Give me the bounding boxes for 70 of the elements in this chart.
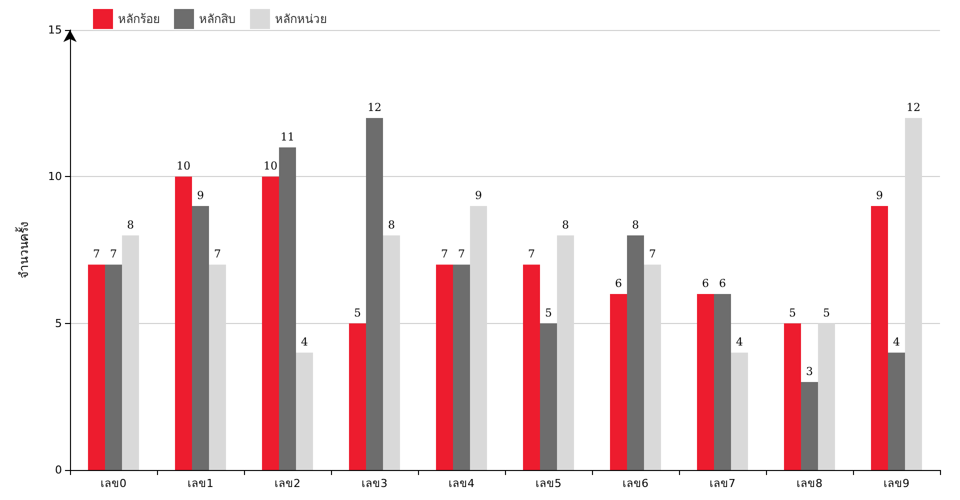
x-tick-label: เลข9	[884, 477, 910, 490]
data-label: 7	[649, 248, 656, 261]
x-tick-label: เลข6	[622, 477, 648, 490]
data-label: 7	[214, 248, 221, 261]
data-label: 5	[823, 306, 830, 320]
bar	[871, 206, 888, 470]
data-label: 10	[176, 160, 190, 173]
bar	[888, 352, 905, 470]
data-label: 8	[562, 218, 569, 232]
x-tick-label: เลข0	[100, 477, 126, 490]
bar	[105, 264, 122, 470]
data-label: 7	[93, 248, 100, 261]
bar	[784, 323, 801, 470]
bar	[175, 176, 192, 470]
data-label: 7	[528, 248, 535, 261]
bar	[523, 264, 540, 470]
data-label: 7	[110, 248, 117, 261]
bar	[801, 382, 818, 470]
bar	[731, 352, 748, 470]
data-label: 5	[789, 306, 796, 320]
data-label: 9	[197, 189, 204, 202]
data-label: 8	[632, 218, 639, 232]
x-tick-label: เลข4	[448, 477, 474, 490]
bar	[279, 147, 296, 470]
bar	[610, 294, 627, 470]
legend-label: หลักสิบ	[199, 12, 236, 26]
data-label: 4	[736, 336, 743, 349]
data-label: 10	[264, 160, 278, 173]
data-label: 4	[301, 336, 308, 349]
data-label: 8	[127, 218, 134, 232]
bar	[436, 264, 453, 470]
data-label: 5	[354, 306, 361, 320]
data-label: 3	[806, 365, 813, 378]
data-label: 6	[719, 277, 726, 290]
y-tick-label: 15	[48, 24, 62, 36]
data-label: 8	[388, 218, 395, 232]
bar	[262, 176, 279, 470]
data-label: 6	[615, 277, 622, 290]
data-label: 12	[906, 101, 920, 114]
x-tick-label: เลข2	[274, 477, 300, 490]
legend-label: หลักร้อย	[118, 12, 160, 26]
bar	[453, 264, 470, 470]
bar	[697, 294, 714, 470]
bar	[714, 294, 731, 470]
y-tick-label: 5	[55, 316, 62, 330]
bar	[366, 118, 383, 470]
bar	[540, 323, 557, 470]
bar	[349, 323, 366, 470]
x-tick-label: เลข7	[710, 477, 736, 490]
data-label: 11	[280, 130, 294, 144]
data-label: 6	[702, 277, 709, 290]
y-axis-title: จำนวนครั้ง	[15, 222, 31, 278]
bar	[88, 264, 105, 470]
legend-label: หลักหน่วย	[275, 12, 327, 26]
x-tick-label: เลข8	[796, 477, 822, 490]
bar	[192, 206, 209, 470]
data-label: 9	[876, 189, 883, 202]
x-tick-label: เลข1	[188, 477, 214, 490]
x-tick-label: เลข5	[536, 477, 562, 490]
data-label: 5	[545, 306, 552, 320]
data-label: 12	[368, 101, 382, 114]
y-tick-label: 10	[48, 170, 62, 184]
data-label: 7	[458, 248, 465, 261]
bar	[296, 352, 313, 470]
bar	[627, 235, 644, 470]
y-tick-label: 0	[55, 464, 62, 476]
data-label: 4	[893, 336, 900, 349]
data-label: 9	[475, 189, 482, 202]
data-label: 7	[441, 248, 448, 261]
x-tick-label: เลข3	[362, 477, 388, 490]
